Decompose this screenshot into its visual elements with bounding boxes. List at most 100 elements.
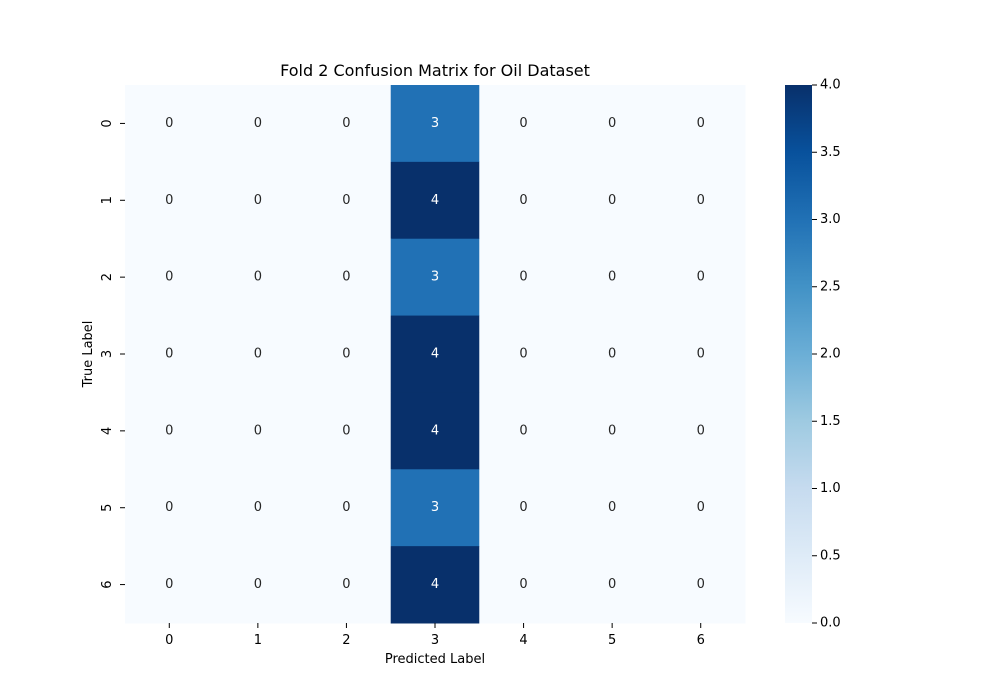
heatmap-cell [213, 315, 303, 393]
colorbar-tick-label: 2.5 [820, 279, 841, 294]
cell-value-label: 0 [254, 116, 262, 131]
cell-value-label: 0 [519, 116, 527, 131]
cell-value-label: 4 [431, 577, 439, 592]
y-tick-label: 1 [100, 196, 115, 204]
colorbar-tick-label: 0.5 [820, 548, 841, 563]
cell-value-label: 3 [431, 270, 439, 285]
cell-value-label: 0 [697, 500, 705, 515]
cell-value-label: 0 [608, 423, 616, 438]
heatmap-cell [390, 392, 480, 470]
y-tick-label: 6 [100, 580, 115, 588]
heatmap-cell [302, 315, 392, 393]
y-axis-ticks: 0 1 2 3 4 5 6 [100, 119, 125, 589]
cell-value-label: 0 [165, 347, 173, 362]
cell-value-label: 0 [608, 193, 616, 208]
heatmap-cell [656, 161, 746, 240]
heatmap-cell [479, 546, 569, 624]
cell-value-label: 0 [608, 116, 616, 131]
heatmap-cell [213, 469, 303, 547]
cell-value-label: 0 [165, 423, 173, 438]
y-tick-label: 5 [100, 504, 115, 512]
heatmap-cell [125, 469, 215, 547]
colorbar-tick-label: 2.0 [820, 347, 841, 362]
x-tick-label: 0 [165, 633, 173, 648]
heatmap-cell [656, 469, 746, 547]
cell-value-label: 0 [165, 500, 173, 515]
heatmap-cell [567, 546, 657, 624]
colorbar-tick-label: 1.5 [820, 414, 841, 429]
cell-value-label: 0 [254, 500, 262, 515]
cell-value-label: 3 [431, 116, 439, 131]
heatmap-cell [479, 161, 569, 240]
colorbar-ticks: 0.0 0.5 1.0 1.5 2.0 2.5 3.0 3.5 4.0 [812, 78, 841, 631]
cell-value-label: 0 [342, 347, 350, 362]
cell-value-label: 4 [431, 423, 439, 438]
heatmap-cell [125, 85, 215, 163]
cell-value-label: 0 [697, 270, 705, 285]
x-axis-label: Predicted Label [385, 652, 485, 667]
colorbar-tick-label: 1.0 [820, 481, 841, 496]
cell-value-label: 0 [697, 577, 705, 592]
cell-value-label: 0 [697, 193, 705, 208]
heatmap-cell [125, 315, 215, 393]
heatmap-cell [302, 85, 392, 163]
cell-annotations: 0 0 0 3 0 0 0 0 0 0 4 0 0 0 0 0 0 3 0 0 0 0 0 0 4 0 0 0 0 0 0 4 0 0 0 0 0 0 3 0… [165, 116, 705, 592]
heatmap-cell [125, 546, 215, 624]
colorbar-tick-label: 3.5 [820, 145, 841, 160]
cell-value-label: 0 [519, 577, 527, 592]
heatmap-cell [125, 238, 215, 317]
cell-value-label: 0 [519, 270, 527, 285]
cell-value-label: 0 [165, 577, 173, 592]
cell-value-label: 0 [165, 270, 173, 285]
heatmap-cell [213, 85, 303, 163]
heatmap-cell [479, 392, 569, 470]
cell-value-label: 0 [519, 423, 527, 438]
cell-value-label: 0 [165, 116, 173, 131]
heatmap-cell [213, 546, 303, 624]
cell-value-label: 0 [342, 270, 350, 285]
heatmap-cell [302, 469, 392, 547]
cell-value-label: 4 [431, 347, 439, 362]
cell-value-label: 0 [254, 577, 262, 592]
cell-value-label: 0 [165, 193, 173, 208]
heatmap-cell [479, 469, 569, 547]
heatmap-cell [656, 85, 746, 163]
cell-value-label: 0 [608, 270, 616, 285]
heatmap-cell [125, 392, 215, 470]
colorbar: 0.0 0.5 1.0 1.5 2.0 2.5 3.0 3.5 4.0 [785, 78, 841, 631]
cell-value-label: 3 [431, 500, 439, 515]
y-tick-label: 3 [100, 350, 115, 358]
colorbar-tick-label: 4.0 [820, 78, 841, 93]
heatmap-grid [125, 85, 746, 624]
cell-value-label: 0 [342, 423, 350, 438]
heatmap-cell [213, 161, 303, 240]
heatmap-cell [656, 392, 746, 470]
heatmap-cell [656, 546, 746, 624]
heatmap-cell [567, 85, 657, 163]
cell-value-label: 0 [697, 347, 705, 362]
cell-value-label: 0 [342, 116, 350, 131]
x-tick-label: 5 [608, 633, 616, 648]
heatmap-cell [479, 315, 569, 393]
heatmap-cell [656, 315, 746, 393]
x-tick-label: 3 [431, 633, 439, 648]
colorbar-tick-label: 3.0 [820, 212, 841, 227]
heatmap-cell [567, 238, 657, 317]
heatmap-cell [390, 238, 480, 317]
x-tick-label: 4 [519, 633, 527, 648]
heatmap-cell [656, 238, 746, 317]
heatmap-cell [479, 85, 569, 163]
colorbar-tick-label: 0.0 [820, 616, 841, 631]
y-tick-label: 0 [100, 119, 115, 127]
cell-value-label: 0 [254, 347, 262, 362]
heatmap-cell [567, 161, 657, 240]
cell-value-label: 0 [254, 270, 262, 285]
cell-value-label: 0 [254, 193, 262, 208]
colorbar-gradient [785, 85, 812, 623]
cell-value-label: 0 [608, 500, 616, 515]
cell-value-label: 0 [519, 500, 527, 515]
x-tick-label: 1 [254, 633, 262, 648]
heatmap-cell [390, 546, 480, 624]
y-axis-label: True Label [81, 321, 96, 389]
y-tick-label: 4 [100, 427, 115, 435]
